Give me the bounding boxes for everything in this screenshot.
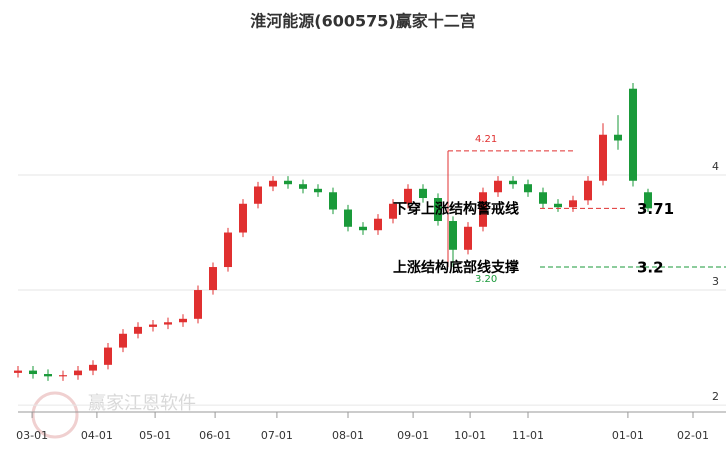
level-value: 3.2 xyxy=(637,259,664,277)
chart-title: 淮河能源(600575)赢家十二宫 xyxy=(250,12,475,31)
x-tick-label: 09-01 xyxy=(397,429,429,442)
candle-body xyxy=(374,218,382,231)
level-value: 3.71 xyxy=(637,200,674,218)
candle-body xyxy=(539,192,547,204)
candle-body xyxy=(119,333,127,348)
level-name: 上涨结构底部线支撑 xyxy=(393,259,519,276)
y-tick-label: 3 xyxy=(712,275,719,288)
candle-body xyxy=(479,192,487,227)
candle-body xyxy=(89,364,97,371)
level-name: 下穿上涨结构警戒线 xyxy=(393,200,519,217)
candle-body xyxy=(464,226,472,250)
candle-body xyxy=(254,186,262,204)
candle-body xyxy=(179,318,187,323)
candle-body xyxy=(209,267,217,291)
x-tick-label: 02-01 xyxy=(677,429,709,442)
candle-body xyxy=(599,134,607,181)
y-tick-label: 2 xyxy=(712,390,719,403)
candle-body xyxy=(74,370,82,376)
candle-body xyxy=(584,180,592,201)
candle-body xyxy=(164,322,172,325)
candle-body xyxy=(509,180,517,185)
candle-body xyxy=(524,184,532,193)
candle-body xyxy=(554,203,562,208)
x-tick-label: 06-01 xyxy=(199,429,231,442)
candle-body xyxy=(629,88,637,181)
trough-label: 3.20 xyxy=(475,274,497,285)
candle-body xyxy=(644,192,652,209)
watermark: 赢家江恩软件 xyxy=(88,392,196,414)
candle-body xyxy=(44,374,52,377)
candle-body xyxy=(419,188,427,199)
x-tick-label: 07-01 xyxy=(261,429,293,442)
candle-body xyxy=(314,188,322,193)
peak-label: 4.21 xyxy=(475,134,497,145)
x-tick-label: 04-01 xyxy=(81,429,113,442)
candle-body xyxy=(614,134,622,141)
candle-body xyxy=(269,180,277,187)
candle-body xyxy=(14,370,22,373)
candle-body xyxy=(569,200,577,208)
candle-body xyxy=(134,326,142,334)
candle-body xyxy=(404,188,412,204)
candle-body xyxy=(299,184,307,189)
x-tick-label: 03-01 xyxy=(16,429,48,442)
watermark-logo xyxy=(31,391,79,439)
candle-body xyxy=(449,221,457,250)
candle-body xyxy=(389,203,397,219)
candle-body xyxy=(434,198,442,222)
candle-body xyxy=(494,180,502,193)
candle-body xyxy=(224,232,232,268)
candle-body xyxy=(194,290,202,319)
candle-body xyxy=(59,375,67,377)
candle-body xyxy=(359,226,367,231)
candle-body xyxy=(29,370,37,375)
x-tick-label: 01-01 xyxy=(612,429,644,442)
candle-body xyxy=(284,180,292,185)
y-tick-label: 4 xyxy=(712,160,719,173)
candle-body xyxy=(149,324,157,327)
candle-body xyxy=(239,203,247,233)
x-tick-label: 10-01 xyxy=(454,429,486,442)
x-tick-label: 05-01 xyxy=(139,429,171,442)
x-tick-label: 11-01 xyxy=(512,429,544,442)
x-tick-label: 08-01 xyxy=(332,429,364,442)
candle-body xyxy=(329,192,337,210)
candle-body xyxy=(104,347,112,365)
candle-body xyxy=(344,209,352,227)
